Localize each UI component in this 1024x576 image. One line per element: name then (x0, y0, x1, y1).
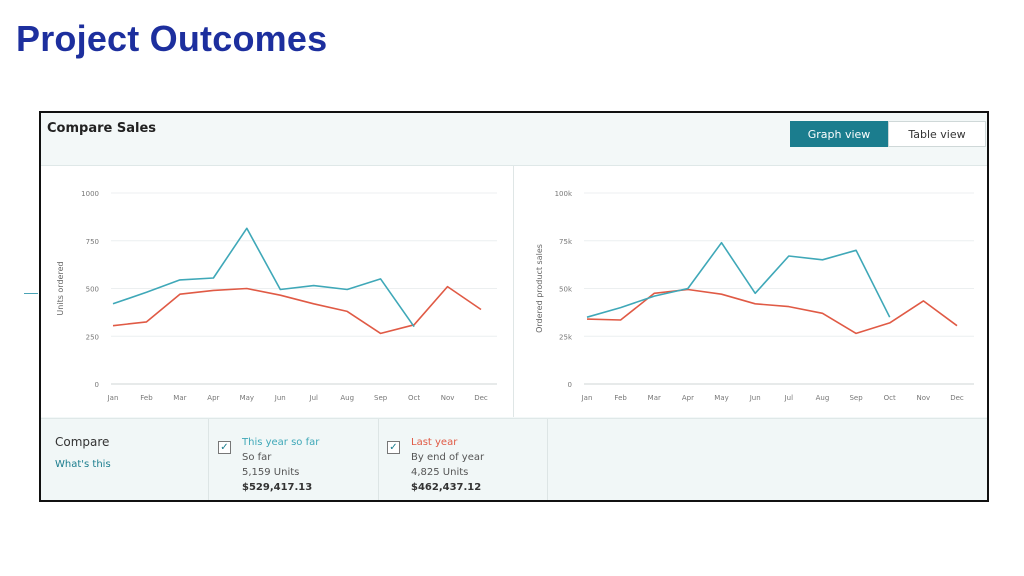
compare-label: Compare (55, 435, 110, 449)
product-sales-chart: 0 25k 50k 75k 100k Jan Feb Mar Apr May Jun Jul Aug Se… (535, 190, 974, 402)
y-tick-label: 75k (559, 238, 573, 246)
page-title: Project Outcomes (16, 18, 328, 59)
x-tick-label: Jun (749, 394, 761, 402)
x-tick-label: Oct (884, 394, 896, 402)
this-year-subtitle: So far (242, 452, 272, 463)
x-tick-label: Sep (374, 394, 388, 402)
y-tick-label: 500 (86, 286, 99, 294)
x-tick-label: Feb (614, 394, 627, 402)
whats-this-link[interactable]: What's this (55, 459, 111, 470)
last-year-legend: Last year By end of year 4,825 Units $46… (411, 435, 484, 495)
y-tick-label: 0 (95, 381, 99, 389)
compare-sales-widget: Compare Sales Graph view Table view 0 250… (39, 111, 989, 502)
last-year-subtitle: By end of year (411, 452, 485, 463)
x-tick-label: Nov (441, 394, 455, 402)
units-ordered-chart-panel: 0 250 500 750 1000 Jan Feb Mar Apr May Jun Jul Aug Se… (41, 166, 514, 417)
widget-title: Compare Sales (47, 121, 156, 136)
x-tick-label: Apr (682, 394, 694, 402)
y-tick-label: 0 (568, 381, 572, 389)
widget-header: Compare Sales Graph view Table view (41, 113, 987, 166)
x-tick-label: May (714, 394, 728, 402)
y-tick-label: 100k (555, 190, 573, 198)
last-year-title: Last year (411, 437, 458, 448)
x-tick-label: Jul (309, 394, 319, 402)
x-tick-label: Jan (581, 394, 593, 402)
view-toggle: Graph view Table view (790, 121, 986, 147)
x-tick-label: Dec (950, 394, 964, 402)
divider (547, 419, 548, 500)
y-tick-label: 25k (559, 333, 573, 341)
y-axis-label: Units ordered (56, 261, 65, 315)
x-tick-label: Feb (140, 394, 153, 402)
series-line (586, 288, 958, 335)
x-tick-label: Mar (173, 394, 186, 402)
last-year-checkbox[interactable]: ✓ (387, 441, 400, 454)
x-tick-label: May (240, 394, 254, 402)
x-tick-label: Mar (648, 394, 661, 402)
x-tick-label: Sep (849, 394, 863, 402)
x-tick-label: Oct (408, 394, 420, 402)
series-line (112, 227, 415, 328)
this-year-legend: This year so far So far 5,159 Units $529… (242, 435, 319, 495)
product-sales-chart-panel: 0 25k 50k 75k 100k Jan Feb Mar Apr May Jun Jul Aug Se… (514, 166, 987, 417)
x-tick-label: Jul (784, 394, 794, 402)
series-line (112, 285, 482, 335)
x-tick-label: Dec (474, 394, 488, 402)
divider (208, 419, 209, 500)
x-tick-label: Apr (207, 394, 219, 402)
units-ordered-chart: 0 250 500 750 1000 Jan Feb Mar Apr May Jun Jul Aug Se… (56, 190, 497, 402)
y-tick-label: 1000 (81, 190, 99, 198)
this-year-units: 5,159 Units (242, 467, 300, 478)
last-year-units: 4,825 Units (411, 467, 469, 478)
this-year-title: This year so far (242, 437, 320, 448)
y-tick-label: 250 (86, 333, 99, 341)
series-line (586, 241, 891, 318)
y-tick-label: 750 (86, 238, 99, 246)
x-tick-label: Aug (340, 394, 354, 402)
last-year-amount: $462,437.12 (411, 482, 482, 493)
divider (378, 419, 379, 500)
this-year-amount: $529,417.13 (242, 482, 313, 493)
graph-view-button[interactable]: Graph view (790, 121, 888, 147)
compare-footer: Compare What's this ✓ This year so far S… (41, 418, 987, 500)
y-tick-label: 50k (559, 286, 573, 294)
x-tick-label: Jun (274, 394, 286, 402)
x-tick-label: Aug (816, 394, 830, 402)
x-tick-label: Nov (917, 394, 931, 402)
decorative-line (24, 293, 38, 294)
x-tick-label: Jan (107, 394, 119, 402)
y-axis-label: Ordered product sales (535, 244, 544, 333)
this-year-checkbox[interactable]: ✓ (218, 441, 231, 454)
table-view-button[interactable]: Table view (888, 121, 986, 147)
